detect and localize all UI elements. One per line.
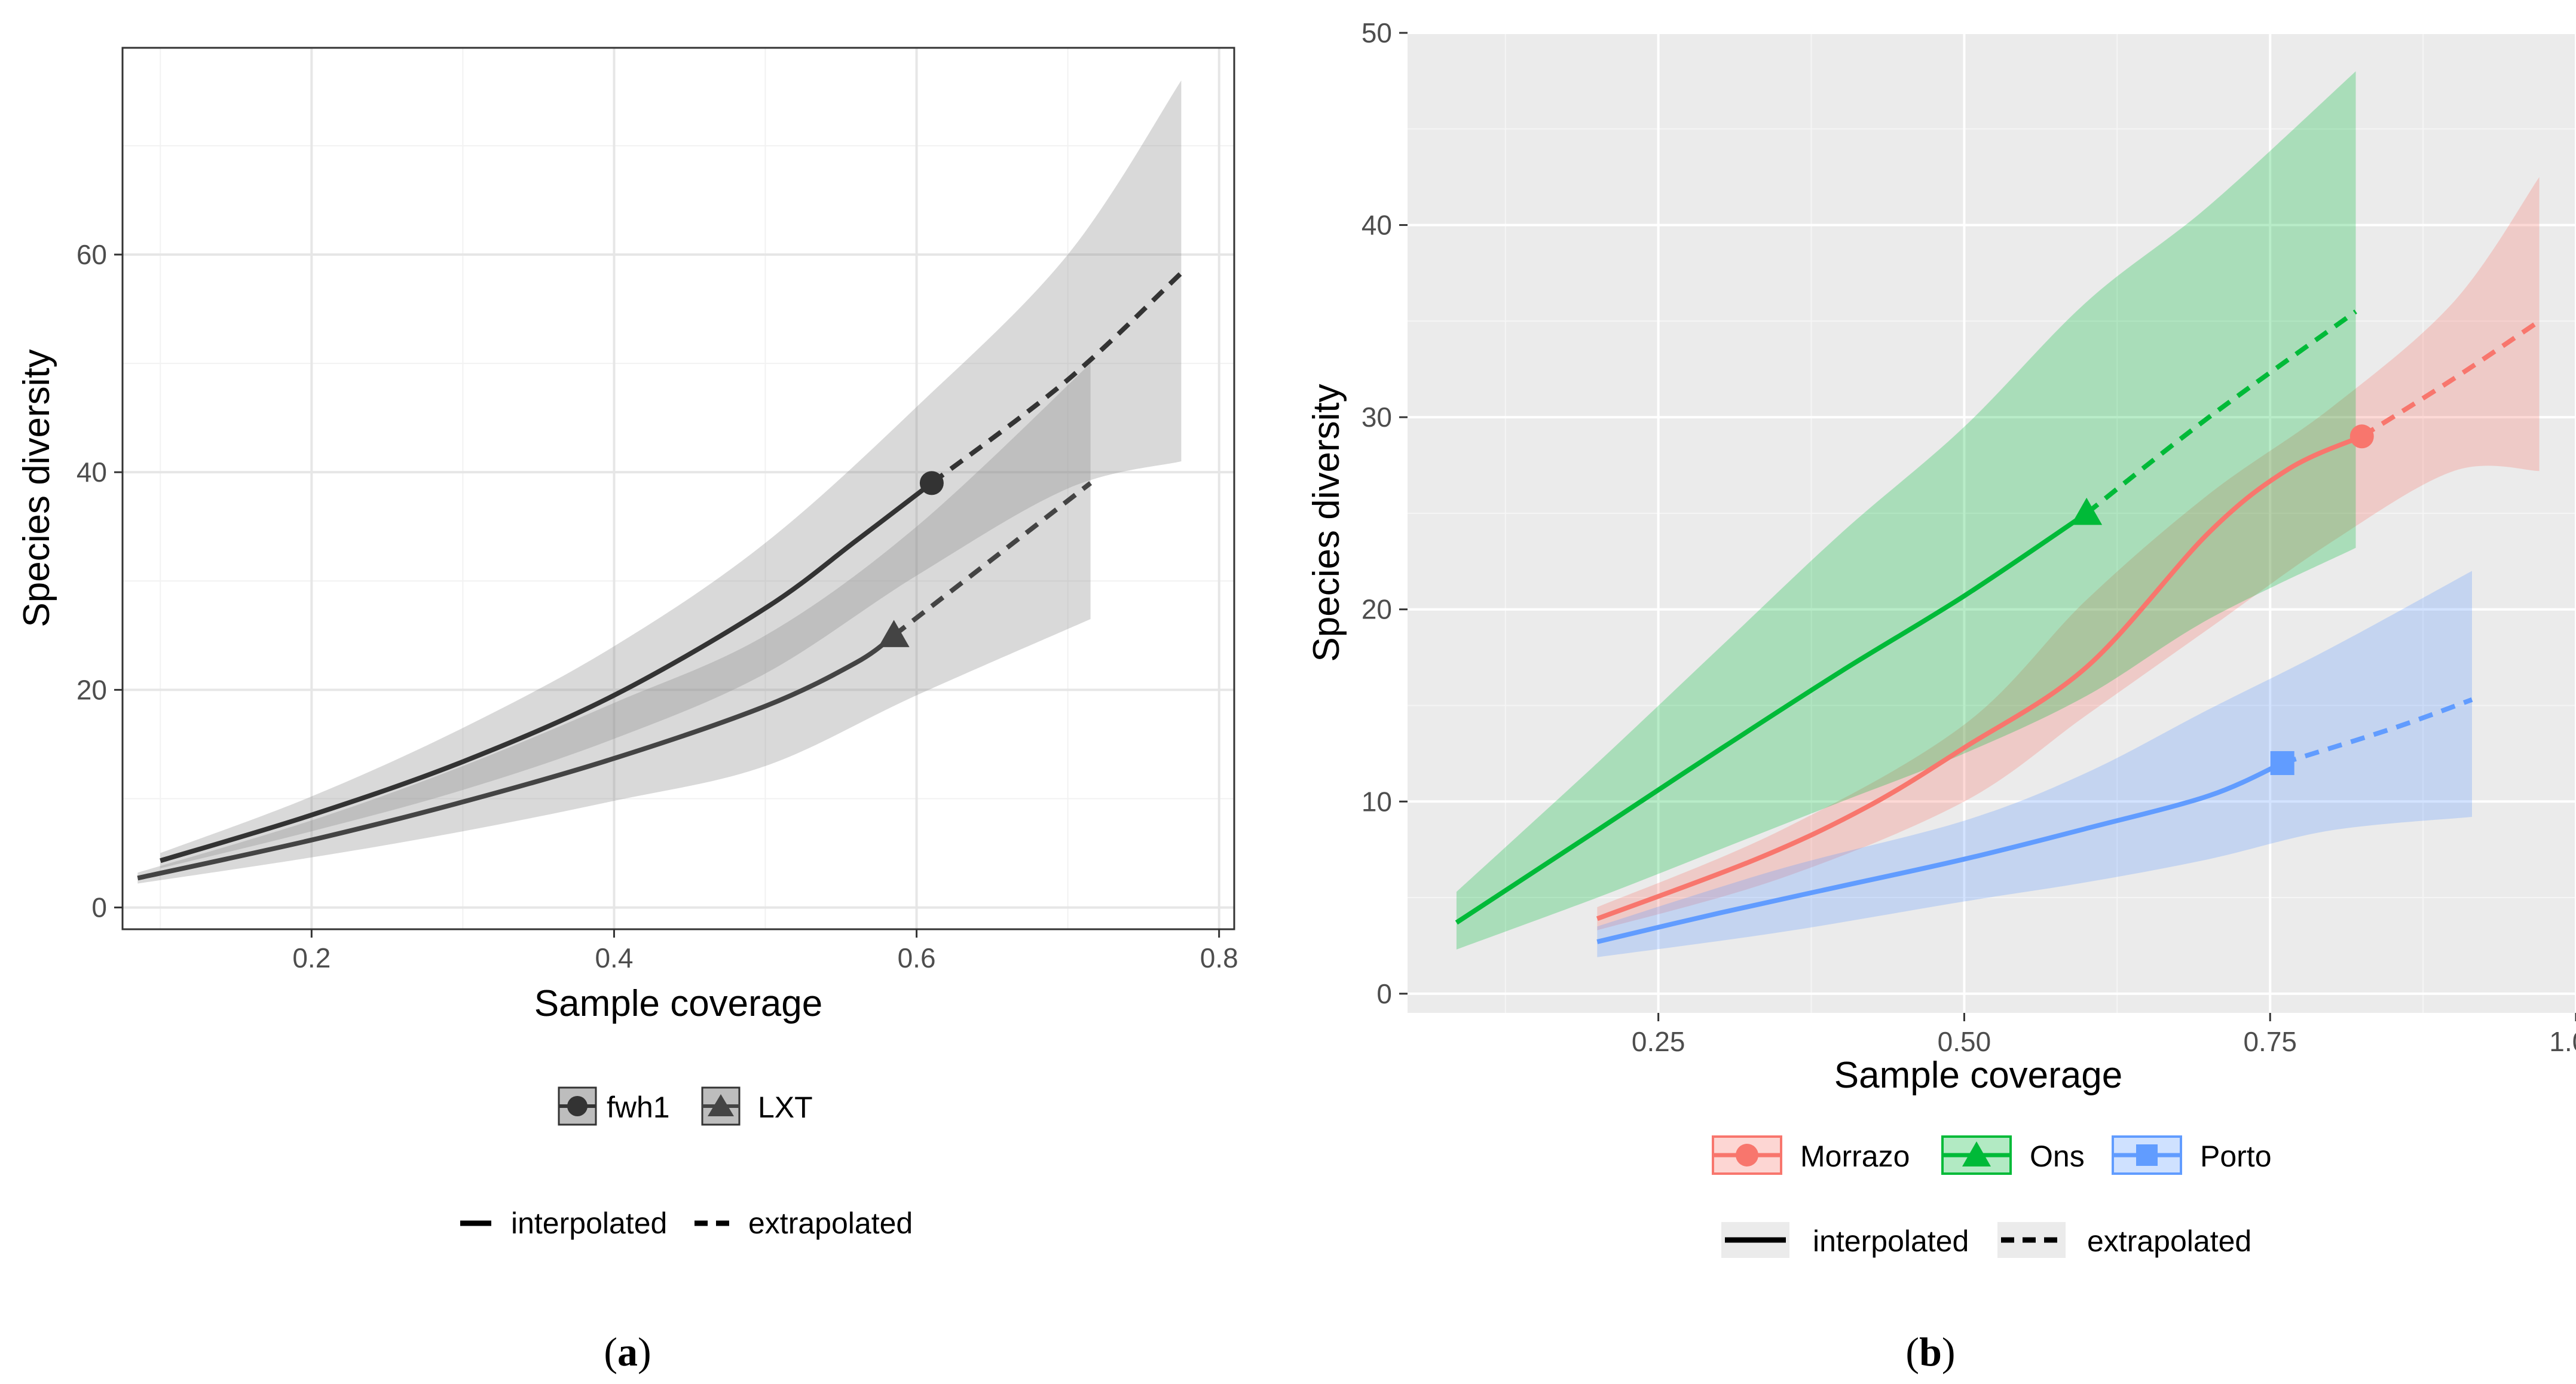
panel-b-caption: (b) (1905, 1329, 1955, 1374)
legend-key-Porto-square-icon (2136, 1144, 2158, 1166)
extrapolated-line-Porto (2281, 697, 2473, 766)
x-tick-label: 0.6 (898, 942, 936, 973)
panel-b: 0.25 0.50 0.75 1.00 0 10 20 30 40 50 Sample cover… (1306, 17, 2576, 1374)
legend-label-extrapolated: extrapolated (748, 1207, 913, 1240)
extrapolated-line-fwh1 (930, 271, 1183, 485)
panel-b-legend-methods: interpolated extrapolated (1721, 1222, 2251, 1258)
panel-a-caption: (a) (604, 1329, 651, 1374)
panel-b-y-axis-title: Species diversity (1306, 384, 1347, 662)
panel-a-observed-points (878, 471, 944, 647)
caption-a-close-paren: ) (638, 1329, 651, 1374)
interpolated-line-Morrazo (1596, 434, 2363, 921)
panel-a-series-lines (137, 271, 1183, 881)
legend-label-interpolated: interpolated (511, 1207, 667, 1240)
y-tick-label: 0 (91, 892, 107, 923)
panel-a-confidence-bands (137, 80, 1182, 884)
x-tick-label: 0.50 (1938, 1026, 1991, 1057)
legend-key-Morrazo-circle-icon (1736, 1144, 1758, 1166)
panel-a-legend-groups: fwh1 LXT (558, 1086, 813, 1126)
panel-a-plot-background (123, 48, 1234, 929)
caption-b-open-paren: ( (1905, 1329, 1919, 1374)
legend-key-LXT-triangle-icon (708, 1094, 734, 1116)
x-tick-label: 0.2 (292, 942, 331, 973)
svg-text:(a): (a) (604, 1329, 651, 1374)
panel-b-gridlines (1408, 32, 2576, 1013)
legend-label-b-interpolated: interpolated (1813, 1224, 1969, 1258)
confidence-band-Ons (1456, 71, 2356, 950)
y-tick-label: 60 (77, 239, 107, 270)
y-tick-label: 50 (1362, 17, 1392, 48)
panel-a-y-axis-title: Species diversity (16, 349, 57, 627)
panel-b-series-lines (1455, 310, 2541, 944)
legend-label-LXT: LXT (758, 1091, 813, 1124)
panel-b-legend-groups: Morrazo Ons Porto (1712, 1135, 2272, 1175)
confidence-band-Porto (1597, 571, 2472, 957)
panel-a-plot-border (121, 47, 1235, 930)
y-tick-label: 0 (1376, 978, 1392, 1009)
legend-key-LXT (701, 1086, 741, 1126)
interpolated-line-Ons (1455, 511, 2088, 925)
interpolated-line-fwh1 (160, 481, 934, 864)
panel-b-plot-background (1408, 33, 2576, 1013)
interpolated-line-LXT (137, 633, 896, 881)
x-tick-label: 1.00 (2549, 1026, 2576, 1057)
legend-key-fwh1 (558, 1086, 597, 1126)
y-tick-label: 40 (77, 457, 107, 488)
observed-point-Morrazo (2349, 424, 2374, 449)
y-tick-label: 20 (77, 674, 107, 705)
legend-key-fwh1-circle-icon (567, 1096, 588, 1116)
legend-key-Ons (1941, 1135, 2012, 1175)
y-tick-label: 20 (1362, 594, 1392, 625)
panel-b-confidence-bands (1456, 71, 2540, 957)
extrapolated-line-LXT (892, 481, 1093, 638)
interpolated-line-Porto (1596, 761, 2284, 944)
x-tick-label: 0.8 (1200, 942, 1238, 973)
legend-label-b-extrapolated: extrapolated (2087, 1224, 2251, 1258)
y-tick-label: 30 (1362, 402, 1392, 433)
panel-a-x-axis-title: Sample coverage (534, 983, 823, 1024)
observed-point-Ons (2071, 497, 2103, 525)
confidence-band-LXT (137, 363, 1091, 884)
extrapolated-line-Morrazo (2360, 319, 2541, 439)
y-tick-label: 10 (1362, 786, 1392, 817)
extrapolated-line-Ons (2085, 310, 2357, 516)
legend-label-Porto: Porto (2200, 1140, 2272, 1173)
caption-a-open-paren: ( (604, 1329, 617, 1374)
x-tick-label: 0.75 (2243, 1026, 2297, 1057)
observed-point-Porto (2270, 751, 2294, 775)
panel-b-x-axis-title: Sample coverage (1834, 1055, 2123, 1096)
legend-key-Morrazo (1712, 1135, 1782, 1175)
caption-a-label: a (617, 1329, 638, 1374)
observed-point-LXT (878, 620, 910, 647)
observed-point-fwh1 (919, 471, 944, 495)
x-tick-label: 0.4 (595, 942, 633, 973)
panel-a-legend-methods: interpolated extrapolated (460, 1207, 913, 1240)
panel-b-observed-points (2071, 424, 2374, 775)
legend-label-Morrazo: Morrazo (1800, 1140, 1910, 1173)
legend-label-Ons: Ons (2030, 1140, 2085, 1173)
legend-label-fwh1: fwh1 (607, 1091, 670, 1124)
legend-key-Ons-triangle-icon (1962, 1141, 1991, 1166)
panel-a: 0.2 0.4 0.6 0.8 0 20 40 60 Sample coverage Spec… (16, 47, 1238, 1374)
legend-key-Porto (2112, 1135, 2182, 1175)
confidence-band-fwh1 (160, 80, 1182, 869)
panel-a-gridlines (123, 48, 1234, 929)
panel-b-ticks: 0.25 0.50 0.75 1.00 0 10 20 30 40 50 (1362, 17, 2576, 1057)
svg-text:(b): (b) (1905, 1329, 1955, 1374)
panel-a-ticks: 0.2 0.4 0.6 0.8 0 20 40 60 (77, 239, 1238, 973)
caption-b-close-paren: ) (1942, 1329, 1956, 1374)
caption-b-label: b (1919, 1329, 1942, 1374)
x-tick-label: 0.25 (1632, 1026, 1685, 1057)
y-tick-label: 40 (1362, 210, 1392, 241)
